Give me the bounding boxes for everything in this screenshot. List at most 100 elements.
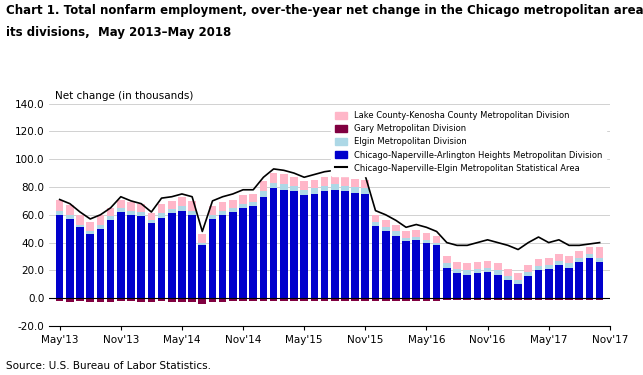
- Chicago-Naperville-Elgin Metropolitan Statistical Area: [433, 229, 440, 234]
- Bar: [514, 298, 522, 300]
- Bar: [453, 273, 461, 298]
- Bar: [392, 298, 400, 301]
- Bar: [575, 258, 583, 262]
- Bar: [575, 298, 583, 300]
- Bar: [484, 272, 491, 298]
- Bar: [56, 200, 64, 211]
- Bar: [565, 268, 573, 298]
- Bar: [403, 238, 410, 241]
- Bar: [484, 298, 491, 300]
- Bar: [229, 298, 237, 301]
- Bar: [86, 234, 94, 298]
- Bar: [453, 262, 461, 269]
- Bar: [575, 262, 583, 298]
- Bar: [209, 219, 216, 298]
- Bar: [219, 211, 226, 215]
- Bar: [412, 240, 420, 298]
- Bar: [341, 298, 349, 301]
- Bar: [168, 209, 176, 213]
- Bar: [300, 195, 308, 298]
- Bar: [290, 186, 298, 191]
- Bar: [96, 229, 104, 298]
- Bar: [433, 245, 440, 298]
- Bar: [147, 213, 155, 220]
- Bar: [178, 197, 186, 207]
- Bar: [321, 186, 329, 191]
- Bar: [300, 190, 308, 195]
- Bar: [545, 269, 552, 298]
- Bar: [453, 269, 461, 273]
- Bar: [96, 225, 104, 229]
- Bar: [473, 262, 481, 269]
- Bar: [260, 191, 267, 197]
- Bar: [158, 217, 165, 298]
- Bar: [219, 202, 226, 211]
- Bar: [565, 256, 573, 263]
- Bar: [280, 190, 287, 298]
- Bar: [596, 298, 603, 300]
- Bar: [392, 231, 400, 236]
- Bar: [443, 256, 451, 263]
- Bar: [341, 191, 349, 298]
- Bar: [504, 298, 512, 300]
- Bar: [494, 263, 502, 270]
- Text: Net change (in thousands): Net change (in thousands): [55, 91, 193, 101]
- Bar: [351, 178, 359, 187]
- Bar: [66, 205, 74, 215]
- Bar: [484, 268, 491, 272]
- Bar: [290, 298, 298, 301]
- Bar: [586, 298, 593, 300]
- Bar: [403, 231, 410, 238]
- Bar: [290, 177, 298, 186]
- Bar: [199, 245, 206, 298]
- Bar: [56, 211, 64, 215]
- Bar: [586, 254, 593, 258]
- Chicago-Naperville-Elgin Metropolitan Statistical Area: [514, 247, 522, 252]
- Bar: [178, 298, 186, 302]
- Bar: [545, 258, 552, 265]
- Bar: [433, 298, 440, 301]
- Bar: [56, 298, 64, 301]
- Bar: [300, 298, 308, 301]
- Bar: [249, 298, 257, 301]
- Text: its divisions,  May 2013–May 2018: its divisions, May 2013–May 2018: [6, 26, 231, 39]
- Bar: [331, 184, 339, 190]
- Bar: [311, 188, 318, 194]
- Bar: [219, 215, 226, 298]
- Chicago-Naperville-Elgin Metropolitan Statistical Area: [260, 175, 267, 180]
- Bar: [138, 298, 145, 302]
- Bar: [473, 298, 481, 300]
- Bar: [555, 298, 563, 300]
- Bar: [239, 208, 247, 298]
- Bar: [586, 258, 593, 298]
- Bar: [280, 298, 287, 301]
- Bar: [341, 186, 349, 191]
- Bar: [127, 298, 135, 301]
- Bar: [361, 194, 369, 298]
- Bar: [555, 254, 563, 261]
- Bar: [473, 269, 481, 273]
- Text: Chart 1. Total nonfarm employment, over-the-year net change in the Chicago metro: Chart 1. Total nonfarm employment, over-…: [6, 4, 643, 17]
- Bar: [422, 298, 430, 301]
- Bar: [321, 298, 329, 301]
- Bar: [249, 207, 257, 298]
- Bar: [422, 240, 430, 243]
- Chicago-Naperville-Elgin Metropolitan Statistical Area: [147, 210, 155, 214]
- Bar: [586, 247, 593, 254]
- Bar: [464, 274, 471, 298]
- Bar: [494, 270, 502, 274]
- Bar: [77, 298, 84, 301]
- Bar: [66, 298, 74, 302]
- Bar: [86, 231, 94, 234]
- Bar: [433, 243, 440, 245]
- Bar: [484, 261, 491, 268]
- Bar: [147, 298, 155, 302]
- Bar: [239, 204, 247, 208]
- Bar: [433, 236, 440, 243]
- Bar: [382, 231, 390, 298]
- Chicago-Naperville-Elgin Metropolitan Statistical Area: [361, 174, 369, 178]
- Bar: [464, 263, 471, 270]
- Bar: [596, 262, 603, 298]
- Line: Chicago-Naperville-Elgin Metropolitan Statistical Area: Chicago-Naperville-Elgin Metropolitan St…: [60, 169, 600, 249]
- Bar: [372, 226, 379, 298]
